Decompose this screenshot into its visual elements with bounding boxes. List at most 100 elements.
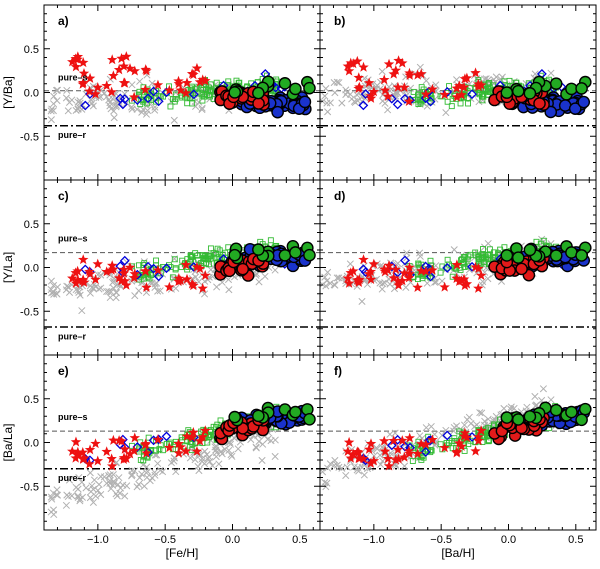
red-stars-point (353, 72, 364, 83)
red-stars-point (404, 69, 415, 80)
green-circles-point (565, 405, 578, 419)
green-circles-point (303, 413, 316, 426)
gray-crosses-point (136, 474, 144, 482)
green-circles-point (289, 246, 302, 259)
y-tick-label: -0.5 (20, 131, 39, 143)
gray-crosses-point (106, 471, 114, 479)
red-stars-point (382, 453, 394, 464)
red-stars-point (173, 438, 184, 449)
gray-crosses-point (47, 116, 55, 124)
red-stars-point (352, 446, 363, 457)
gray-crosses-point (123, 482, 131, 490)
red-stars-point (382, 264, 394, 275)
x-tick-label: 0.0 (225, 534, 240, 546)
red-stars-point (191, 445, 203, 456)
red-stars-point (78, 57, 89, 68)
gray-crosses-point (416, 63, 424, 71)
x-tick-label: 0.5 (292, 534, 307, 546)
gray-crosses-point (68, 96, 76, 104)
gray-crosses-point (422, 77, 430, 85)
green-squares-point (491, 421, 498, 428)
red-stars-point (342, 446, 354, 456)
gray-crosses-point (353, 466, 361, 474)
red-stars-point (180, 445, 192, 456)
red-stars-point (388, 435, 399, 446)
red-stars-point (197, 431, 208, 442)
gray-crosses-point (228, 452, 236, 460)
gray-crosses-point (78, 478, 86, 486)
red-stars-point (101, 80, 112, 91)
gray-crosses-point (112, 103, 120, 111)
gray-crosses-point (379, 97, 387, 105)
blue-diamonds-point (161, 263, 172, 274)
red-stars-point (90, 274, 101, 285)
red-stars-point (128, 445, 140, 456)
red-stars-point (427, 264, 438, 275)
green-circles-point (575, 249, 588, 262)
red-stars-point (354, 453, 365, 464)
green-squares-point (486, 246, 493, 253)
gray-crosses-point (133, 483, 141, 491)
gray-crosses-point (100, 473, 108, 481)
pure-s-label: pure–s (58, 72, 88, 82)
green-squares-point (448, 103, 455, 110)
gray-crosses-point (195, 98, 203, 106)
gray-crosses-point (103, 287, 111, 296)
gray-crosses-point (89, 102, 97, 110)
red-stars-point (383, 58, 395, 69)
green-circles-point (565, 246, 578, 259)
gray-crosses-point (159, 270, 167, 278)
gray-crosses-point (271, 452, 279, 461)
green-squares-point (272, 87, 279, 94)
gray-crosses-point (110, 114, 118, 122)
gray-crosses-point (76, 497, 84, 505)
green-squares-point (533, 238, 540, 245)
red-stars-point (181, 430, 193, 441)
red-stars-point (129, 65, 140, 76)
gray-crosses-point (151, 106, 159, 114)
red-stars-point (439, 281, 450, 292)
red-stars-point (390, 64, 402, 75)
gray-crosses-point (76, 495, 84, 503)
red-stars-point (470, 445, 481, 456)
green-squares-point (201, 255, 207, 261)
red-stars-point (458, 81, 470, 92)
gray-crosses-point (261, 272, 269, 280)
gray-crosses-point (170, 116, 178, 124)
red-stars-point (78, 254, 89, 265)
red-stars-point (473, 263, 484, 274)
red-stars-point (152, 79, 164, 90)
gray-crosses-point (391, 429, 399, 437)
pure-r-label: pure–r (58, 473, 87, 483)
red-stars-point (363, 443, 375, 454)
green-squares-point (163, 265, 170, 272)
gray-crosses-point (226, 440, 235, 448)
gray-crosses-point (377, 460, 385, 469)
green-squares-point (420, 454, 427, 461)
red-stars-point (390, 264, 402, 275)
green-squares-point (482, 87, 489, 94)
gray-crosses-point (86, 289, 94, 297)
red-stars-point (365, 266, 376, 277)
red-stars-point (399, 82, 410, 93)
red-stars-point (119, 443, 131, 454)
gray-crosses-point (333, 78, 341, 86)
pure-s-label: pure–s (58, 412, 88, 422)
gray-crosses-point (353, 91, 361, 99)
gray-crosses-point (335, 79, 343, 87)
gray-crosses-point (50, 92, 58, 100)
green-circles-point (523, 87, 537, 100)
red-stars-point (390, 454, 402, 465)
gray-crosses-point (376, 451, 384, 459)
green-squares-point (159, 93, 166, 100)
gray-crosses-point (438, 431, 446, 439)
red-stars-point (475, 79, 487, 90)
gray-crosses-point (547, 69, 555, 77)
red-stars-point (379, 445, 391, 456)
red-stars-point (173, 75, 184, 86)
gray-crosses-point (97, 490, 105, 499)
green-squares-point (448, 438, 455, 445)
red-stars-point (128, 91, 140, 102)
blue-circles-point (298, 95, 312, 109)
red-stars-point (454, 276, 465, 287)
